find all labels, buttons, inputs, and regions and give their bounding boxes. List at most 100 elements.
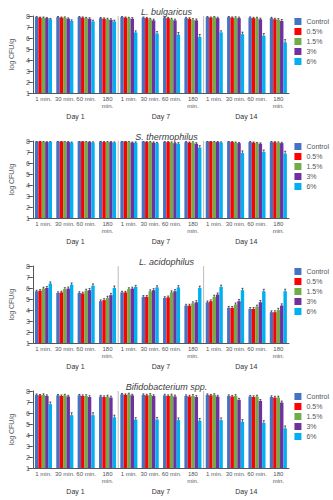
svg-text:log CFU/g: log CFU/g [8,414,16,446]
svg-text:7: 7 [26,24,30,31]
svg-text:1 min.: 1 min. [35,221,52,227]
svg-text:1 min.: 1 min. [206,471,223,477]
svg-text:S. thermophilus: S. thermophilus [135,132,198,142]
svg-text:Day 14: Day 14 [235,113,257,121]
svg-text:60 min.: 60 min. [247,471,267,477]
svg-text:Bifidobacterium spp.: Bifidobacterium spp. [126,382,208,392]
svg-text:6: 6 [26,285,30,292]
svg-text:Day 1: Day 1 [66,363,84,371]
svg-text:2: 2 [26,204,30,211]
svg-text:1 min.: 1 min. [35,346,52,352]
svg-text:0.5%: 0.5% [306,153,322,160]
svg-text:60 min.: 60 min. [247,96,267,102]
svg-text:min.: min. [273,353,285,359]
svg-text:6: 6 [26,160,30,167]
svg-text:6: 6 [26,410,30,417]
svg-text:1 min.: 1 min. [206,96,223,102]
svg-text:1 min.: 1 min. [121,96,138,102]
svg-text:30 min.: 30 min. [55,221,75,227]
svg-text:30 min.: 30 min. [55,96,75,102]
svg-text:180: 180 [188,96,199,102]
svg-text:0.5%: 0.5% [306,403,322,410]
svg-text:6%: 6% [306,433,316,440]
svg-text:180: 180 [273,346,284,352]
svg-text:log CFU/g: log CFU/g [8,39,16,71]
svg-text:6: 6 [26,35,30,42]
svg-text:180: 180 [188,471,199,477]
svg-text:180: 180 [103,471,114,477]
svg-text:5: 5 [26,296,30,303]
svg-text:6%: 6% [306,183,316,190]
svg-text:1.5%: 1.5% [306,288,322,295]
svg-text:3: 3 [26,318,30,325]
svg-text:Day 7: Day 7 [152,488,170,496]
svg-text:min.: min. [187,228,199,234]
svg-text:8: 8 [26,388,30,395]
svg-text:3: 3 [26,193,30,200]
svg-text:Day 7: Day 7 [152,238,170,246]
svg-text:Day 1: Day 1 [66,238,84,246]
svg-text:30 min.: 30 min. [140,471,160,477]
svg-text:1: 1 [26,90,30,97]
svg-text:0.5%: 0.5% [306,28,322,35]
svg-text:1.5%: 1.5% [306,163,322,170]
svg-text:3%: 3% [306,48,316,55]
svg-text:Day 7: Day 7 [152,363,170,371]
svg-text:60 min.: 60 min. [76,96,96,102]
svg-text:1 min.: 1 min. [121,346,138,352]
svg-text:1: 1 [26,465,30,472]
svg-text:180: 180 [103,346,114,352]
svg-text:30 min.: 30 min. [226,96,246,102]
svg-text:8: 8 [26,138,30,145]
svg-text:30 min.: 30 min. [140,96,160,102]
svg-text:3: 3 [26,443,30,450]
svg-text:1 min.: 1 min. [206,346,223,352]
svg-text:min.: min. [187,353,199,359]
svg-text:6%: 6% [306,58,316,65]
svg-text:min.: min. [273,228,285,234]
svg-text:2: 2 [26,454,30,461]
svg-text:60 min.: 60 min. [162,221,182,227]
svg-text:min.: min. [102,353,114,359]
svg-text:min.: min. [102,103,114,109]
svg-text:1 min.: 1 min. [121,221,138,227]
svg-text:180: 180 [103,221,114,227]
svg-text:7: 7 [26,399,30,406]
svg-text:6%: 6% [306,308,316,315]
svg-text:Day 14: Day 14 [235,238,257,246]
svg-text:180: 180 [103,96,114,102]
svg-text:log CFU/g: log CFU/g [8,164,16,196]
svg-text:60 min.: 60 min. [76,471,96,477]
svg-text:0.5%: 0.5% [306,278,322,285]
svg-text:Day 7: Day 7 [152,113,170,121]
svg-text:30 min.: 30 min. [140,346,160,352]
svg-text:L. bulgaricus: L. bulgaricus [141,7,193,17]
svg-text:30 min.: 30 min. [226,221,246,227]
svg-text:60 min.: 60 min. [247,221,267,227]
svg-text:180: 180 [273,96,284,102]
svg-text:min.: min. [187,103,199,109]
svg-text:4: 4 [26,432,30,439]
svg-text:1.5%: 1.5% [306,38,322,45]
svg-text:30 min.: 30 min. [55,471,75,477]
svg-text:30 min.: 30 min. [226,471,246,477]
svg-text:1 min.: 1 min. [206,221,223,227]
svg-text:L. acidophilus: L. acidophilus [139,257,195,267]
svg-text:min.: min. [273,478,285,484]
svg-text:log CFU/g: log CFU/g [8,289,16,321]
svg-text:30 min.: 30 min. [55,346,75,352]
svg-text:Day 1: Day 1 [66,488,84,496]
svg-text:Control: Control [306,393,329,400]
svg-text:5: 5 [26,46,30,53]
svg-text:1: 1 [26,340,30,347]
svg-text:2: 2 [26,329,30,336]
svg-text:8: 8 [26,13,30,20]
svg-text:180: 180 [273,221,284,227]
svg-text:60 min.: 60 min. [162,346,182,352]
svg-text:min.: min. [102,228,114,234]
svg-text:Day 14: Day 14 [235,363,257,371]
svg-text:30 min.: 30 min. [140,221,160,227]
svg-text:1 min.: 1 min. [121,471,138,477]
svg-text:4: 4 [26,307,30,314]
svg-text:3%: 3% [306,173,316,180]
